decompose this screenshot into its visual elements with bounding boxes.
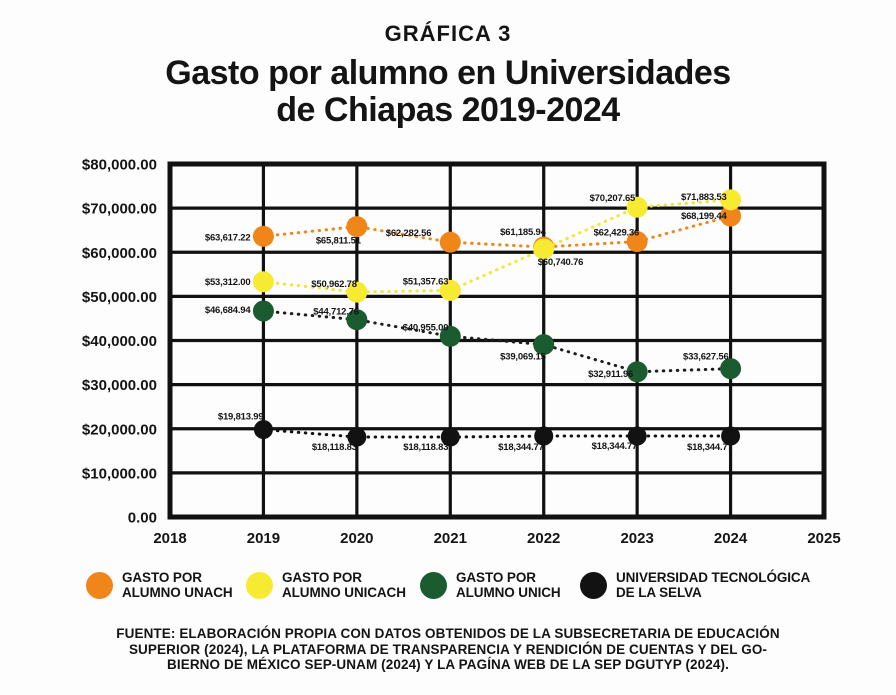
data-point — [346, 309, 368, 331]
legend-swatch-ut-selva-icon — [580, 571, 607, 599]
legend-swatch-unach-icon — [86, 571, 113, 599]
data-point-label: $18,118.83 — [403, 442, 448, 453]
data-point — [346, 216, 368, 238]
chart-legend: GASTO POR ALUMNO UNACH GASTO POR ALUMNO UN… — [0, 570, 896, 610]
plot-border — [167, 161, 827, 520]
data-point-label: $71,883.53 — [681, 192, 727, 203]
data-point — [720, 189, 742, 211]
legend-label-ut-selva: UNIVERSIDAD TECNOLÓGICA DE LA SELVA — [616, 570, 811, 600]
data-point-label: $18,344.77 — [498, 442, 544, 453]
y-axis-tick-label: $20,000.00 — [82, 421, 157, 438]
data-point — [253, 420, 273, 440]
x-axis-tick-label: 2021 — [434, 530, 467, 547]
legend-item-ut-selva: UNIVERSIDAD TECNOLÓGICA DE LA SELVA — [580, 570, 810, 600]
data-point — [252, 300, 274, 322]
data-point — [720, 205, 742, 227]
data-point-label: $70,207.65 — [590, 193, 636, 204]
data-point-label: $51,357.63 — [403, 276, 449, 287]
legend-label-unach: GASTO POR ALUMNO UNACH — [122, 570, 233, 600]
data-point — [346, 281, 368, 303]
data-point-label: $39,069.15 — [500, 352, 546, 363]
data-point-label: $62,429.36 — [594, 228, 640, 239]
data-point — [347, 427, 367, 447]
data-point — [627, 426, 647, 446]
data-point — [439, 231, 461, 253]
y-axis-tick-label: $70,000.00 — [82, 201, 157, 218]
chart-title-line2: de Chiapas 2019-2024 — [276, 91, 620, 129]
legend-label-unich: GASTO POR ALUMNO UNICH — [456, 570, 561, 600]
data-point-label: $18,344.77 — [592, 441, 638, 452]
data-point — [626, 361, 648, 383]
legend-item-unicach: GASTO POR ALUMNO UNICACH — [246, 570, 406, 600]
data-point — [533, 334, 555, 356]
data-point-label: $33,627.56 — [683, 352, 729, 363]
legend-item-unich: GASTO POR ALUMNO UNICH — [420, 570, 561, 600]
y-axis-tick-label: $30,000.00 — [82, 377, 157, 394]
x-axis-tick-label: 2023 — [620, 530, 653, 547]
legend-swatch-unich-icon — [420, 571, 447, 599]
source-note: FUENTE: ELABORACIÓN PROPIA CON DATOS OBT… — [0, 626, 896, 673]
line-chart: $80,000.00 $70,000.00 $60,000.00 $50,000.00… — [82, 157, 841, 548]
y-axis-tick-label: $10,000.00 — [82, 465, 157, 482]
data-point-label: $18,344.77 — [687, 442, 733, 453]
data-point-label: $62,282.56 — [386, 228, 432, 239]
data-point — [720, 358, 742, 380]
series-line-0 — [261, 214, 733, 249]
data-point-label: $60,740.76 — [538, 257, 584, 268]
data-point-label: $32,911.96 — [588, 369, 633, 380]
y-axis-tick-label: $80,000.00 — [82, 157, 157, 174]
chart-title-line1: Gasto por alumno en Universidades — [165, 54, 731, 92]
data-point — [533, 238, 555, 260]
data-point-label: $63,617.22 — [205, 232, 251, 243]
data-point-label: $68,199.44 — [681, 211, 727, 222]
chart-title: Gasto por alumno en Universidades de Chia… — [0, 55, 896, 129]
source-note-line1: FUENTE: ELABORACIÓN PROPIA CON DATOS OBT… — [116, 626, 780, 641]
data-point-label: $61,185.94 — [500, 227, 546, 238]
chart-pretitle: GRÁFICA 3 — [384, 21, 512, 46]
legend-item-unach: GASTO POR ALUMNO UNACH — [86, 570, 233, 600]
data-point-label: $50,962.78 — [311, 279, 357, 290]
data-point — [721, 426, 741, 446]
data-point-label: $19,813.99 — [218, 412, 264, 423]
x-axis-tick-label: 2022 — [527, 530, 560, 547]
data-point — [439, 325, 461, 347]
data-point — [626, 231, 648, 253]
data-point — [440, 427, 460, 447]
data-point-label: $44,712.76 — [313, 307, 359, 318]
data-point — [534, 426, 554, 446]
data-point-label: $40,955.00 — [403, 322, 449, 333]
y-axis-tick-label: 0.00 — [128, 510, 157, 527]
legend-swatch-unicach-icon — [246, 571, 273, 599]
series-line-3 — [261, 428, 733, 439]
data-point-label: $53,312.00 — [205, 277, 251, 288]
source-note-line3: BIERNO DE MÉXICO SEP-UNAM (2024) Y LA PA… — [167, 657, 729, 672]
source-note-line2: SUPERIOR (2024), LA PLATAFORMA DE TRANSP… — [128, 641, 768, 657]
data-point — [439, 279, 461, 301]
data-point — [626, 196, 648, 218]
x-axis-tick-label: 2018 — [153, 530, 186, 547]
series-line-1 — [261, 198, 733, 294]
x-axis-tick-label: 2025 — [807, 530, 840, 547]
x-axis-tick-label: 2019 — [247, 530, 280, 547]
data-point-label: $65,811.51 — [316, 236, 362, 247]
data-point — [252, 225, 274, 247]
series-line-2 — [261, 309, 733, 374]
x-axis-tick-label: 2020 — [340, 530, 373, 547]
data-point — [252, 271, 274, 293]
y-axis-tick-label: $60,000.00 — [82, 245, 157, 262]
y-axis-tick-label: $40,000.00 — [82, 333, 157, 350]
data-point-label: $46,684.94 — [205, 305, 251, 316]
legend-label-unicach: GASTO POR ALUMNO UNICACH — [282, 570, 406, 600]
x-axis-tick-label: 2024 — [714, 530, 748, 547]
data-point-label: $18,118.83 — [312, 442, 357, 453]
y-axis-tick-label: $50,000.00 — [82, 289, 157, 306]
